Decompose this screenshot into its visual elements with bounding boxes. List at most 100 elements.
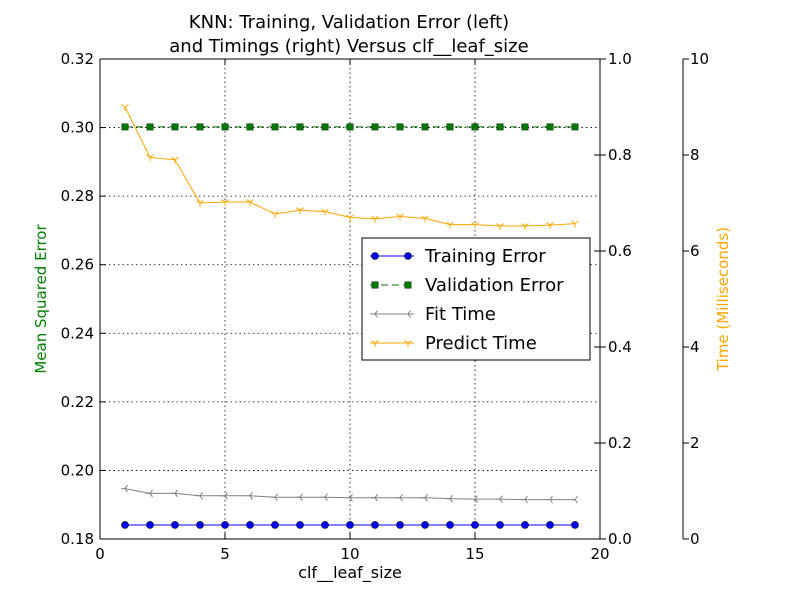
- predict-time-point: [146, 154, 154, 162]
- training-error-point: [321, 521, 329, 529]
- training-error-point: [346, 521, 354, 529]
- y-left-tick-label: 0.28: [61, 187, 94, 205]
- validation-error-point: [471, 123, 479, 131]
- predict-time-point: [246, 199, 254, 207]
- fit-time-point: [121, 484, 128, 493]
- predict-time-point: [221, 199, 229, 207]
- fit-time-point: [521, 495, 528, 504]
- ticks: 0 5 10 15 200.180.200.220.240.260.280.300.32…: [61, 50, 710, 563]
- legend-validation-error-label: Validation Error: [425, 275, 564, 296]
- training-error-point: [521, 521, 529, 529]
- validation-error-point: [321, 123, 329, 131]
- predict-time-point: [546, 222, 554, 230]
- fit-time-point: [146, 489, 153, 498]
- training-error-point: [396, 521, 404, 529]
- y-right-inner-tick-label: 0.6: [608, 242, 632, 260]
- fit-time-point: [421, 493, 428, 502]
- y-right-outer-tick-label: 2: [690, 434, 700, 452]
- predict-time-point: [371, 215, 379, 223]
- legend-box: [361, 237, 591, 361]
- legend-predict-time-marker: [371, 340, 379, 347]
- legend-predict-time-marker: [404, 340, 412, 347]
- legend-training-error-marker: [404, 252, 412, 260]
- series-layer: [121, 104, 579, 529]
- predict-time-point: [346, 214, 354, 222]
- validation-error-point: [296, 123, 304, 131]
- fit-time-point: [471, 495, 478, 503]
- training-error-point: [296, 521, 304, 529]
- training-error-point: [146, 521, 154, 529]
- y-right-outer-tick-label: 0: [690, 530, 700, 548]
- training-error-point: [171, 521, 179, 529]
- training-error-point: [196, 521, 204, 529]
- training-error-point: [371, 521, 379, 529]
- training-error-point: [496, 521, 504, 529]
- training-error-point: [471, 521, 479, 529]
- y-right-outer-tick-label: 10: [690, 50, 709, 68]
- y-right-outer-tick-label: 8: [690, 146, 700, 164]
- training-error-point: [221, 521, 229, 529]
- y-left-tick-label: 0.20: [61, 461, 94, 479]
- fit-time-point: [446, 494, 453, 503]
- y-right-outer-tick-label: 4: [690, 338, 700, 356]
- validation-error-point: [496, 123, 504, 131]
- fit-time-point: [571, 495, 578, 504]
- predict-time-point: [271, 211, 279, 219]
- training-error-point: [571, 521, 579, 529]
- y-right-outer-tick-label: 6: [690, 242, 700, 260]
- fit-time-point: [171, 489, 178, 498]
- validation-error-point: [171, 123, 179, 131]
- training-error-point: [446, 521, 454, 529]
- legend: Training Error Validation Error Fit Time Pr…: [361, 237, 591, 361]
- y-left-tick-label: 0.30: [61, 119, 94, 137]
- validation-error-point: [546, 123, 554, 131]
- predict-time-point: [296, 207, 304, 215]
- validation-error-point: [221, 123, 229, 131]
- legend-validation-error-marker: [404, 281, 412, 289]
- y-left-tick-label: 0.26: [61, 256, 94, 274]
- predict-time-point: [196, 200, 204, 207]
- predict-time-point: [521, 223, 529, 231]
- predict-time-point: [446, 221, 454, 229]
- validation-error-point: [271, 123, 279, 131]
- validation-error-point: [346, 123, 354, 131]
- fit-time-point: [546, 495, 553, 504]
- x-tick-label: 10: [340, 545, 359, 563]
- fit-time-point: [271, 493, 278, 502]
- legend-validation-error-marker: [371, 281, 379, 289]
- y-right-inner-tick-label: 0.2: [608, 434, 632, 452]
- x-tick-label: 20: [590, 545, 609, 563]
- predict-time-point: [321, 208, 329, 216]
- legend-training-error-label: Training Error: [424, 246, 546, 267]
- validation-error-point: [521, 123, 529, 131]
- fit-time-point: [221, 492, 228, 500]
- legend-fit-time-marker: [404, 310, 411, 318]
- validation-error-point: [446, 123, 454, 131]
- fit-time-point: [246, 492, 253, 500]
- legend-training-error-marker: [371, 252, 379, 260]
- y-left-tick-label: 0.22: [61, 393, 94, 411]
- fit-time-point: [296, 493, 303, 502]
- chart-title-line-1: KNN: Training, Validation Error (left): [189, 12, 509, 33]
- training-error-point: [421, 521, 429, 529]
- training-error-point: [271, 521, 279, 529]
- validation-error-point: [121, 123, 129, 131]
- y-left-tick-label: 0.24: [61, 324, 94, 342]
- validation-error-point: [396, 123, 404, 131]
- legend-fit-time-marker: [371, 310, 378, 318]
- validation-error-point: [571, 123, 579, 131]
- y-axis-right-label: Time (Milliseconds): [714, 227, 732, 372]
- predict-time-point: [396, 213, 404, 221]
- fit-time-point: [396, 493, 403, 502]
- predict-time-point: [121, 104, 129, 111]
- y-right-inner-tick-label: 0.0: [608, 530, 632, 548]
- validation-error-point: [371, 123, 379, 131]
- predict-time-point: [171, 156, 179, 164]
- training-error-point: [246, 521, 254, 529]
- legend-fit-time-label: Fit Time: [425, 304, 496, 325]
- training-error-point: [546, 521, 554, 529]
- x-axis-label: clf__leaf_size: [298, 563, 402, 583]
- fit-time-point: [196, 492, 203, 500]
- y-right-inner-tick-label: 1.0: [608, 50, 632, 68]
